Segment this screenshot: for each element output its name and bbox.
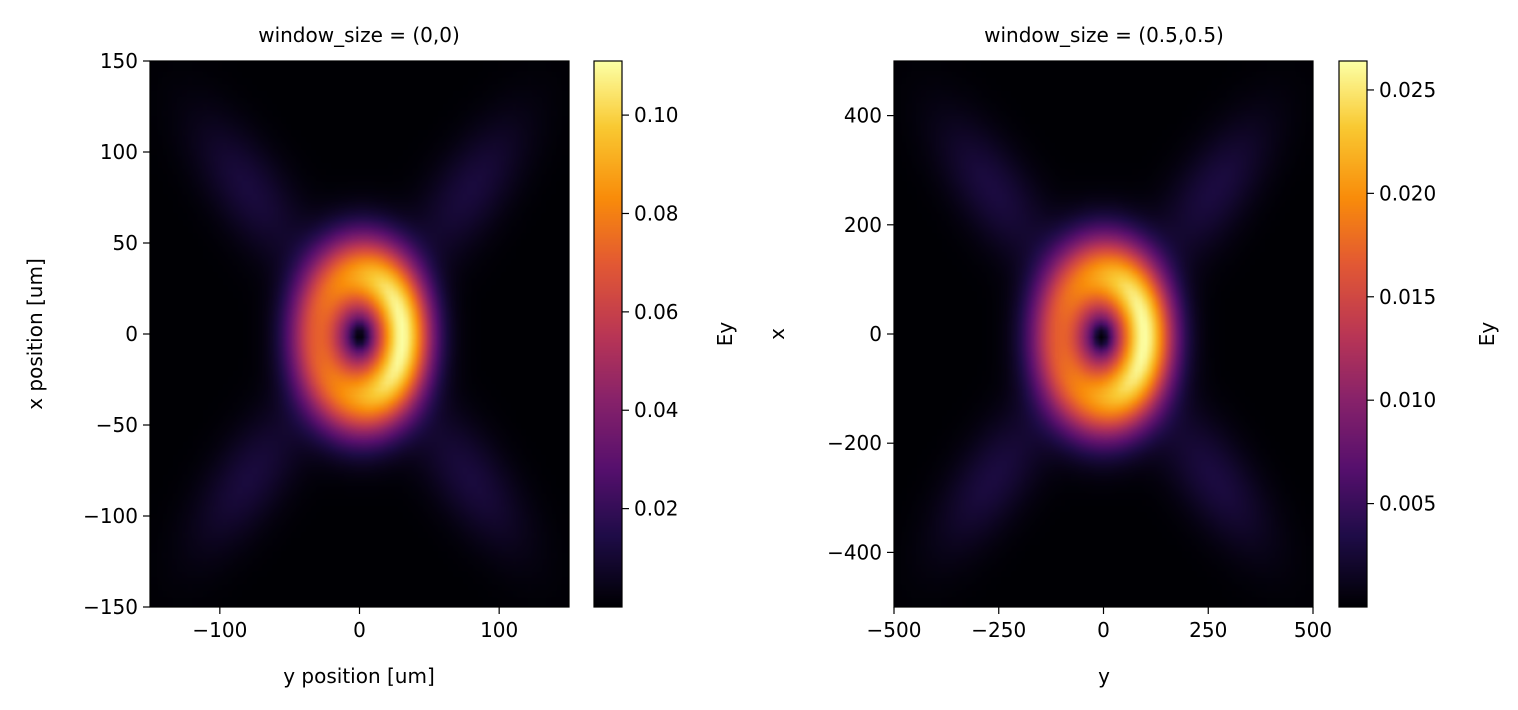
colorbar-tick-label: 0.005 xyxy=(1379,492,1436,516)
heatmap-panel-right: window_size = (0.5,0.5) −500 −250 0 250 500 … xyxy=(765,23,1499,688)
x-tick-label: −250 xyxy=(971,618,1026,642)
y-tick-label: 400 xyxy=(844,104,882,128)
y-axis-ticks-right: 400 200 0 −200 −400 xyxy=(827,104,894,564)
colorbar-tick-label: 0.02 xyxy=(634,497,679,521)
colorbar-ticks-right: 0.005 0.010 0.015 0.020 0.025 xyxy=(1367,78,1436,516)
x-axis-ticks-right: −500 −250 0 250 500 xyxy=(867,607,1332,642)
colorbar-tick-label: 0.08 xyxy=(634,201,679,225)
heatmap-image-right xyxy=(894,61,1313,607)
y-tick-label: 150 xyxy=(100,49,138,73)
y-tick-label: −200 xyxy=(827,431,882,455)
x-tick-label: 250 xyxy=(1189,618,1227,642)
colorbar-tick-label: 0.015 xyxy=(1379,285,1436,309)
colorbar-tick-label: 0.10 xyxy=(634,103,679,127)
y-tick-label: −150 xyxy=(83,595,138,619)
colorbar-image-right xyxy=(1339,61,1367,607)
colorbar-frame-left xyxy=(593,60,623,608)
x-tick-label: −100 xyxy=(192,618,247,642)
chart-title-left: window_size = (0,0) xyxy=(258,23,460,47)
x-axis-label-right: y xyxy=(1098,664,1110,688)
colorbar-tick-label: 0.020 xyxy=(1379,181,1436,205)
x-tick-label: −500 xyxy=(867,618,922,642)
y-tick-label: 200 xyxy=(844,213,882,237)
x-tick-label: 0 xyxy=(1097,618,1110,642)
colorbar-tick-label: 0.025 xyxy=(1379,78,1436,102)
colorbar-tick-label: 0.04 xyxy=(634,398,679,422)
y-tick-label: 0 xyxy=(125,322,138,346)
colorbar-tick-label: 0.06 xyxy=(634,300,679,324)
y-axis-label-left: x position [um] xyxy=(23,258,47,410)
x-tick-label: 500 xyxy=(1294,618,1332,642)
heatmap-image-left xyxy=(150,61,569,607)
x-tick-label: 100 xyxy=(480,618,518,642)
y-tick-label: −100 xyxy=(83,504,138,528)
colorbar-label-left: Ey xyxy=(713,322,737,347)
x-tick-label: 0 xyxy=(353,618,366,642)
y-tick-label: 100 xyxy=(100,140,138,164)
y-tick-label: −50 xyxy=(96,413,138,437)
x-axis-ticks-left: −100 0 100 xyxy=(192,607,518,642)
colorbar-image-left xyxy=(594,61,622,607)
y-tick-label: 0 xyxy=(869,322,882,346)
chart-title-right: window_size = (0.5,0.5) xyxy=(984,23,1224,47)
y-axis-ticks-left: 150 100 50 0 −50 −100 −150 xyxy=(83,49,150,619)
colorbar-frame-right xyxy=(1338,60,1368,608)
y-axis-label-right: x xyxy=(765,328,789,340)
colorbar-tick-label: 0.010 xyxy=(1379,388,1436,412)
colorbar-label-right: Ey xyxy=(1475,322,1499,347)
y-tick-label: −400 xyxy=(827,540,882,564)
x-axis-label-left: y position [um] xyxy=(283,664,435,688)
heatmap-panel-left: window_size = (0,0) −100 0 100 150 100 50 0 −5… xyxy=(23,23,737,688)
colorbar-ticks-left: 0.02 0.04 0.06 0.08 0.10 xyxy=(622,103,679,521)
y-tick-label: 50 xyxy=(113,231,138,255)
